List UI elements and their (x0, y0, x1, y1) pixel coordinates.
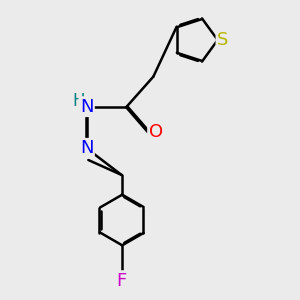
Text: H: H (72, 92, 85, 110)
Text: O: O (148, 123, 163, 141)
Text: N: N (80, 139, 93, 157)
Text: N: N (80, 98, 93, 116)
Text: S: S (217, 31, 228, 49)
Text: F: F (116, 272, 127, 290)
